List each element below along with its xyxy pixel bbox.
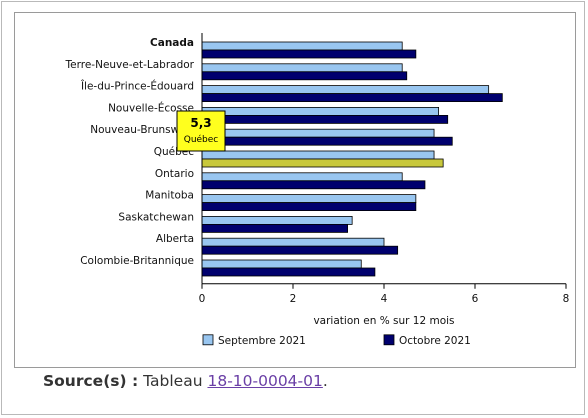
x-tick-label: 2 (290, 293, 297, 305)
category-label: Manitoba (145, 190, 194, 202)
source-prefix: Tableau (143, 372, 203, 390)
legend-label-oct: Octobre 2021 (399, 335, 471, 347)
legend-swatch-sep (202, 334, 214, 346)
bar-oct-9 (201, 245, 399, 255)
category-label: Île-du-Prince-Édouard (80, 80, 194, 93)
source-table-link[interactable]: 18-10-0004-01 (207, 372, 323, 390)
x-tick-label: 6 (472, 293, 479, 305)
source-line: Source(s) : Tableau 18-10-0004-01. (43, 372, 328, 390)
category-label: Terre-Neuve-et-Labrador (65, 59, 195, 71)
bar-oct-0 (201, 49, 417, 59)
tooltip-label: Québec (184, 134, 219, 145)
bar-oct-10 (201, 267, 376, 277)
category-label: Saskatchewan (118, 211, 194, 223)
category-label: Alberta (156, 233, 194, 245)
x-tick-label: 4 (381, 293, 388, 305)
legend-label-sep: Septembre 2021 (218, 335, 306, 347)
tooltip-box (176, 110, 226, 152)
bar-sep-4 (201, 128, 435, 138)
category-label: Colombie-Britannique (80, 255, 194, 267)
source-suffix: . (322, 372, 328, 390)
chart-box: Canada Terre-Neuve-et-Labrador Île-du-Prin… (14, 12, 576, 368)
bar-sep-2 (201, 85, 490, 94)
bar-oct-5 (201, 158, 444, 168)
bar-oct-6 (201, 180, 426, 190)
x-tick-label: 0 (199, 293, 206, 305)
bar-sep-0 (201, 41, 403, 51)
bar-sep-3 (201, 107, 440, 116)
x-axis-title: variation en % sur 12 mois (313, 315, 454, 327)
category-label: Nouveau-Brunswick (90, 124, 195, 136)
tooltip-value: 5,3 (190, 116, 211, 130)
bar-oct-2 (201, 93, 503, 102)
category-label: Nouvelle-Écosse (108, 101, 194, 114)
source-label: Source(s) : (43, 372, 139, 390)
bar-oct-8 (201, 223, 349, 233)
bar-oct-1 (201, 71, 408, 81)
legend-swatch-oct (383, 334, 395, 346)
bar-oct-3 (201, 115, 449, 124)
category-label: Canada (150, 37, 194, 49)
bar-chart: Canada Terre-Neuve-et-Labrador Île-du-Prin… (65, 33, 570, 347)
bar-sep-6 (201, 172, 403, 182)
bar-sep-1 (201, 63, 403, 73)
bar-sep-8 (201, 215, 353, 225)
bar-sep-10 (201, 259, 362, 269)
x-tick-label: 8 (563, 293, 570, 305)
bar-oct-4 (201, 136, 453, 146)
category-label: Ontario (155, 168, 194, 180)
bar-sep-7 (201, 194, 417, 204)
bar-sep-5 (201, 150, 435, 160)
bar-oct-7 (201, 202, 417, 212)
bar-sep-9 (201, 237, 385, 247)
